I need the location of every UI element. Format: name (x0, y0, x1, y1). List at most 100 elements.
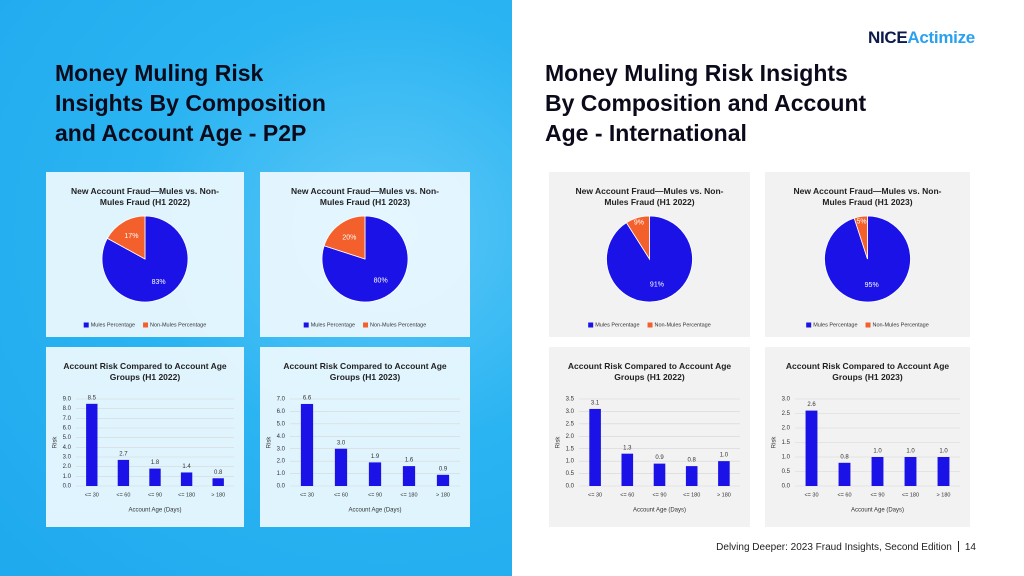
x-tick-label: <= 90 (148, 492, 162, 498)
x-axis-label: Account Age (Days) (128, 508, 181, 514)
chart: 95% 5% Mules Percentage Non-Mules Percentag… (806, 215, 929, 328)
data-label: 3.1 (591, 401, 600, 407)
right-heading: Money Muling Risk Insights By Compositio… (545, 58, 866, 148)
data-label: 80% (374, 277, 388, 284)
data-label: 1.9 (371, 454, 380, 460)
heading-line: By Composition and Account (545, 90, 867, 116)
x-tick-label: <= 180 (902, 492, 919, 498)
legend-swatch (806, 322, 812, 328)
data-label: 9% (634, 220, 644, 227)
legend: Mules Percentage Non-Mules Percentage (83, 322, 206, 328)
logo-product: Actimize (907, 28, 975, 47)
chart-card: 0.0 0.5 1.0 1.5 2.0 2.5 3.0 2.6 <= 30 0.8 <= 60 1.0… (765, 347, 970, 527)
data-label: 0.9 (655, 455, 664, 461)
y-tick-label: 1.0 (277, 471, 286, 477)
bar (117, 459, 130, 486)
x-tick-label: <= 60 (116, 492, 130, 498)
bar (334, 448, 348, 486)
y-tick-label: 1.0 (566, 459, 575, 465)
bar (149, 468, 161, 486)
x-tick-label: <= 180 (683, 492, 700, 498)
data-label: 1.3 (623, 445, 632, 451)
bar (402, 466, 416, 486)
chart: 0.0 0.5 1.0 1.5 2.0 2.5 3.0 2.6 <= 30 0.8 <= 60 1.0… (772, 397, 960, 514)
y-tick-label: 1.5 (566, 446, 575, 452)
x-tick-label: > 180 (937, 492, 951, 498)
y-axis-label: Risk (772, 436, 778, 449)
pie-slice (323, 215, 366, 260)
legend: Mules Percentage Non-Mules Percentage (588, 322, 711, 328)
chart: 83% 17% Mules Percentage Non-Mules Percenta… (83, 215, 206, 328)
chart-title: Account Risk Compared to Account Age Gro… (63, 361, 227, 382)
legend: Mules Percentage Non-Mules Percentage (806, 322, 929, 328)
chart-card: 80% 20% Mules Percentage Non-Mules Percenta… (260, 172, 470, 337)
data-label: 0.8 (214, 470, 223, 476)
y-tick-label: 4.0 (63, 445, 72, 451)
y-tick-label: 0.0 (782, 484, 791, 490)
legend-label: Mules Percentage (311, 322, 355, 328)
y-tick-label: 1.5 (782, 440, 791, 446)
data-label: 1.0 (873, 449, 882, 455)
x-tick-label: <= 180 (178, 492, 195, 498)
footer: Delving Deeper: 2023 Fraud Insights, Sec… (716, 541, 976, 553)
data-label: 0.9 (439, 466, 448, 472)
data-label: 1.0 (906, 449, 915, 455)
bar (653, 463, 666, 486)
data-label: 91% (650, 281, 664, 288)
heading-line: Money Muling Risk (55, 60, 264, 86)
legend-label: Mules Percentage (595, 322, 639, 328)
legend-label: Non-Mules Percentage (873, 322, 929, 328)
x-tick-label: <= 30 (85, 492, 99, 498)
y-tick-label: 3.0 (782, 397, 791, 403)
bar (436, 474, 450, 486)
heading-line: Age - International (545, 120, 747, 146)
x-axis-label: Account Age (Days) (348, 508, 401, 514)
chart-card: 83% 17% Mules Percentage Non-Mules Percenta… (46, 172, 244, 337)
y-tick-label: 7.0 (63, 416, 72, 422)
data-label: 17% (124, 233, 138, 240)
legend-swatch (143, 322, 149, 328)
y-tick-label: 2.0 (566, 434, 575, 440)
legend-label: Non-Mules Percentage (150, 322, 206, 328)
data-label: 0.8 (688, 458, 697, 464)
y-tick-label: 9.0 (63, 397, 72, 403)
chart-card: 91% 9% Mules Percentage Non-Mules Percentag… (549, 172, 750, 337)
legend-label: Non-Mules Percentage (370, 322, 426, 328)
logo: NICEActimize (868, 28, 975, 48)
bar (871, 457, 884, 486)
heading-line: Insights By Composition (55, 90, 326, 116)
data-label: 1.0 (939, 449, 948, 455)
data-label: 1.8 (151, 460, 160, 466)
x-tick-label: > 180 (436, 492, 450, 498)
y-tick-label: 1.0 (782, 455, 791, 461)
data-label: 6.6 (303, 396, 312, 402)
x-tick-label: <= 30 (588, 492, 602, 498)
bar (805, 410, 818, 486)
chart-title: New Account Fraud—Mules vs. Non-Mules Fr… (71, 186, 219, 207)
left-heading: Money Muling Risk Insights By Compositio… (55, 58, 326, 148)
x-tick-label: <= 30 (804, 492, 818, 498)
data-label: 83% (152, 279, 166, 286)
data-label: 8.5 (88, 395, 97, 401)
y-axis-label: Risk (556, 436, 562, 449)
y-tick-label: 2.0 (782, 426, 791, 432)
bar (86, 403, 98, 486)
data-label: 5% (857, 218, 867, 225)
legend-swatch (647, 322, 653, 328)
chart: 0.0 1.0 2.0 3.0 4.0 5.0 6.0 7.0 6.6 <= 30 3.0 <= 60… (267, 396, 460, 514)
logo-brand: NICE (868, 28, 908, 47)
bar (718, 461, 730, 486)
pie-slice (101, 215, 189, 303)
y-tick-label: 5.0 (277, 421, 286, 427)
y-tick-label: 2.5 (782, 411, 791, 417)
bar (212, 478, 224, 486)
chart-card: 0.0 1.0 2.0 3.0 4.0 5.0 6.0 7.0 6.6 <= 30 3.0 <= 60… (260, 347, 470, 527)
chart-card: 95% 5% Mules Percentage Non-Mules Percentag… (765, 172, 970, 337)
data-label: 20% (342, 234, 356, 241)
x-tick-label: <= 60 (837, 492, 851, 498)
chart-title: New Account Fraud—Mules vs. Non-Mules Fr… (793, 186, 942, 207)
x-tick-label: <= 60 (334, 492, 348, 498)
y-tick-label: 3.0 (63, 455, 72, 461)
legend-swatch (303, 322, 309, 328)
bar (589, 408, 601, 486)
